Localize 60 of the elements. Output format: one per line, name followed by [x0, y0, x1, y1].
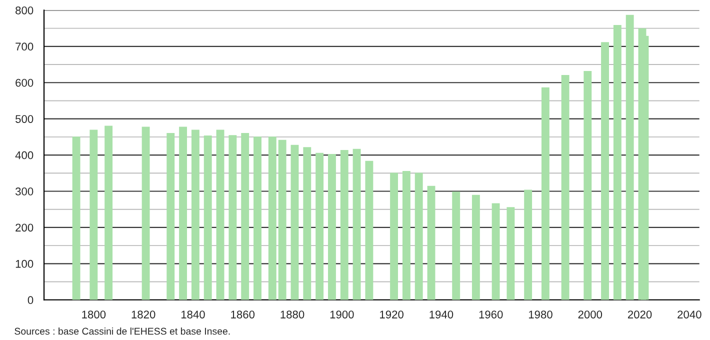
bar — [601, 42, 609, 300]
bar — [492, 203, 500, 300]
bar — [365, 160, 374, 300]
bar — [290, 144, 299, 300]
bar — [352, 148, 361, 300]
bar — [626, 14, 634, 300]
y-tick-label: 0 — [28, 296, 34, 304]
bar — [414, 172, 423, 300]
bar — [90, 130, 98, 300]
bar — [241, 132, 250, 300]
y-tick-label: 300 — [15, 188, 34, 196]
y-tick-label: 800 — [16, 6, 34, 14]
x-tick-label: 1820 — [132, 310, 156, 318]
x-tick-label: 1840 — [181, 310, 205, 318]
y-tick-label: 200 — [16, 224, 34, 232]
bar — [390, 172, 398, 300]
x-tick-label: 2000 — [578, 310, 602, 318]
y-tick-label: 400 — [15, 151, 34, 160]
bar — [278, 140, 286, 300]
bar — [452, 192, 460, 300]
bar — [228, 135, 237, 300]
y-tick-label: 600 — [16, 78, 34, 87]
bar — [584, 71, 592, 300]
bar — [72, 136, 80, 300]
bar — [613, 25, 622, 300]
bar — [216, 130, 224, 300]
bar — [524, 190, 532, 300]
y-tick-label: 100 — [16, 260, 34, 268]
bar — [541, 87, 550, 300]
x-tick-label: 1800 — [82, 310, 106, 318]
x-tick-label: 1980 — [528, 310, 552, 318]
bar — [166, 132, 175, 300]
bar — [506, 207, 515, 300]
source-note: Sources : base Cassini de l'EHESS et base Insee. — [14, 328, 230, 335]
bar — [561, 75, 570, 300]
x-tick-label: 1860 — [231, 310, 255, 318]
x-tick-label: 2020 — [628, 310, 652, 318]
bar — [427, 186, 436, 300]
bar — [638, 28, 646, 300]
bar — [316, 152, 324, 300]
bar — [328, 154, 336, 300]
x-tick-label: 1900 — [330, 310, 354, 318]
bar — [402, 170, 410, 300]
bar — [472, 194, 480, 300]
y-tick-label: 700 — [16, 42, 34, 51]
bar — [104, 126, 113, 300]
bar — [340, 150, 348, 300]
y-tick-label: 500 — [16, 115, 34, 123]
x-tick-label: 1940 — [430, 310, 454, 318]
bar — [179, 126, 187, 300]
x-tick-label: 2040 — [678, 310, 702, 318]
x-tick-label: 1920 — [380, 310, 404, 318]
bar — [142, 126, 150, 300]
bar — [254, 136, 262, 300]
bar — [191, 130, 200, 300]
x-tick-label: 1960 — [479, 310, 503, 318]
x-tick-label: 1880 — [280, 310, 304, 318]
bar — [303, 147, 312, 300]
bar — [268, 136, 276, 300]
bar — [204, 135, 212, 300]
